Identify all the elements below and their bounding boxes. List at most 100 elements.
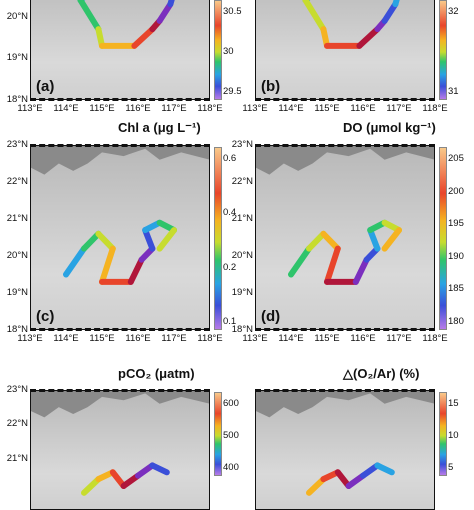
track-segment <box>127 256 145 285</box>
lon-tick-a: 118°E <box>197 103 223 114</box>
colorbar-tick-c: 0.1 <box>223 316 237 327</box>
map-panel-f <box>255 390 435 510</box>
map-panel-c <box>30 145 210 330</box>
lat-tick-e: 23°N <box>6 384 28 395</box>
colorbar-tick-d: 200 <box>448 185 464 197</box>
colorbar-d <box>439 147 447 330</box>
colorbar-tick-b: 31 <box>448 86 459 97</box>
colorbar-tick-d: 195 <box>448 218 464 230</box>
lon-tick-b: 117°E <box>386 103 412 114</box>
track-svg-a <box>77 0 175 49</box>
lat-tick-a: 20°N <box>6 10 28 22</box>
lat-tick-c: 22°N <box>6 176 28 187</box>
track-segment <box>381 1 399 24</box>
coastline-e <box>30 390 210 418</box>
map-panel-e <box>30 390 210 510</box>
coastline-c <box>30 145 210 175</box>
colorbar-tick-d: 190 <box>448 250 464 262</box>
lat-tick-d: 22°N <box>231 176 253 187</box>
colorbar-tick-e: 600 <box>223 398 239 409</box>
lon-tick-c: 115°E <box>89 333 115 344</box>
lon-tick-d: 113°E <box>242 333 268 344</box>
land-e <box>30 390 210 418</box>
track-segment <box>324 245 341 285</box>
lat-tick-a: 19°N <box>6 52 28 64</box>
colorbar-tick-e: 400 <box>223 462 239 473</box>
track-segment <box>95 230 116 252</box>
lon-tick-d: 118°E <box>422 333 448 344</box>
lat-tick-c: 23°N <box>6 139 28 150</box>
colorbar-tick-f: 10 <box>448 430 459 441</box>
track-segment <box>63 245 87 278</box>
lat-tick-d: 21°N <box>231 213 253 224</box>
land-c <box>30 145 210 175</box>
dashed-border-bottom-c <box>30 328 210 331</box>
track-segment <box>374 462 395 476</box>
lat-tick-d: 23°N <box>231 139 253 150</box>
track-segment <box>149 462 170 476</box>
panel-title-e: pCO₂ (μatm) <box>118 366 195 381</box>
lon-tick-a: 117°E <box>161 103 187 114</box>
land-d <box>255 145 435 175</box>
lon-tick-d: 114°E <box>278 333 304 344</box>
lat-tick-e: 21°N <box>6 452 28 464</box>
lon-tick-c: 116°E <box>125 333 151 344</box>
track-segment <box>352 256 370 285</box>
track-segment <box>77 0 102 33</box>
track-svg-c <box>63 219 177 285</box>
lat-tick-c: 21°N <box>6 213 28 224</box>
track-segment <box>288 245 312 278</box>
lat-tick-c: 18°N <box>6 324 28 335</box>
map-panel-b <box>255 0 435 100</box>
colorbar-c <box>214 147 222 330</box>
lon-tick-d: 116°E <box>350 333 376 344</box>
track-segment <box>81 230 102 252</box>
track-segment <box>167 0 175 8</box>
land-f <box>255 390 435 418</box>
dashed-border-e <box>30 389 210 392</box>
lat-tick-d: 18°N <box>231 324 253 335</box>
lon-tick-c: 114°E <box>53 333 79 344</box>
lon-tick-b: 118°E <box>422 103 448 114</box>
lon-tick-c: 117°E <box>161 333 187 344</box>
lat-tick-c: 19°N <box>6 287 28 298</box>
lon-tick-a: 113°E <box>17 103 43 114</box>
colorbar-a <box>214 0 222 100</box>
track-segment <box>356 26 381 49</box>
colorbar-tick-d: 180 <box>448 316 464 327</box>
colorbar-b <box>439 0 447 100</box>
track-svg-e <box>81 462 170 496</box>
colorbar-tick-a: 29.5 <box>223 86 242 97</box>
lon-tick-c: 113°E <box>17 333 43 344</box>
lon-tick-b: 115°E <box>314 103 340 114</box>
lon-tick-d: 115°E <box>314 333 340 344</box>
colorbar-tick-b: 32 <box>448 6 459 17</box>
colorbar-tick-d: 205 <box>448 153 464 164</box>
track-segment <box>99 245 116 285</box>
colorbar-tick-d: 185 <box>448 283 464 295</box>
lon-tick-a: 115°E <box>89 103 115 114</box>
track-svg-f <box>306 462 395 496</box>
track-svg-b <box>302 0 400 49</box>
track-segment <box>381 227 402 252</box>
panel-title-d: DO (μmol kg⁻¹) <box>343 120 436 135</box>
dashed-border-bottom-d <box>255 328 435 331</box>
colorbar-tick-c: 0.2 <box>223 261 237 273</box>
map-panel-a <box>30 0 210 100</box>
colorbar-tick-a: 30.5 <box>223 6 242 17</box>
track-segment <box>142 227 156 252</box>
coastline-d <box>255 145 435 175</box>
panel-label-a: (a) <box>36 78 55 95</box>
dashed-border-bottom-a <box>30 98 210 101</box>
lon-tick-b: 114°E <box>278 103 304 114</box>
panel-title-c: Chl a (μg L⁻¹) <box>118 120 201 135</box>
track-segment <box>156 1 174 24</box>
panel-label-c: (c) <box>36 308 55 325</box>
track-segment <box>320 230 341 252</box>
dashed-border-f <box>255 389 435 392</box>
colorbar-tick-f: 15 <box>448 398 459 409</box>
track-segment <box>131 26 156 49</box>
lat-tick-d: 20°N <box>231 250 253 261</box>
dashed-border-c <box>30 144 210 147</box>
coastline-f <box>255 390 435 418</box>
